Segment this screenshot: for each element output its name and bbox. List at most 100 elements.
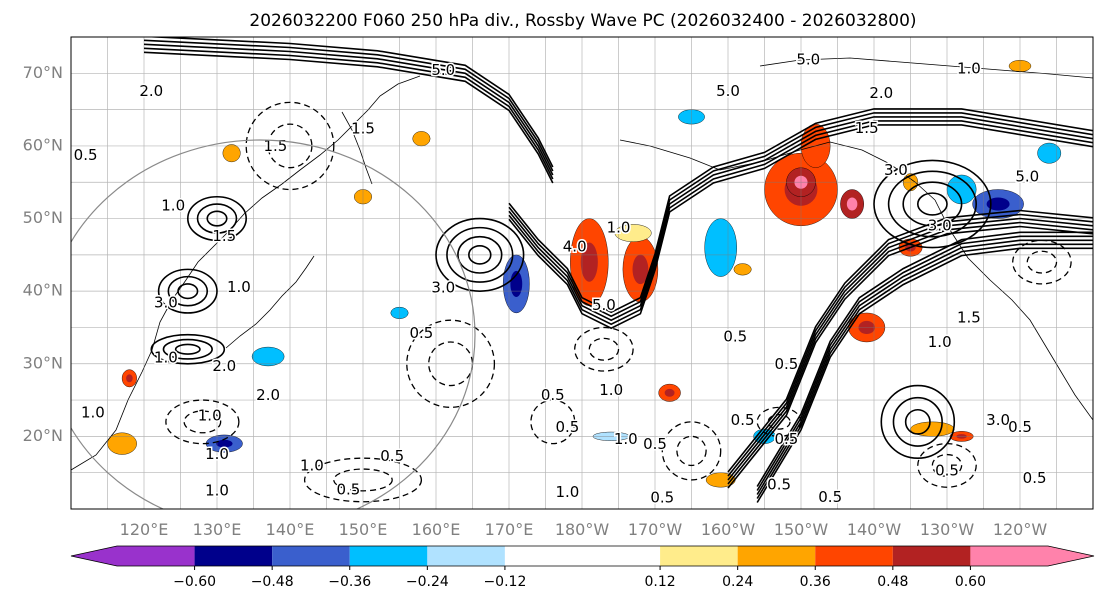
negative-contour [931,453,963,477]
contour-label: 1.0 [555,483,579,501]
negative-contour [183,410,222,434]
contour-label: 0.5 [380,447,404,465]
longitude-tick-label: 180°W [555,520,610,539]
contour-label: 0.5 [1023,469,1047,487]
contour-label: 0.5 [1008,418,1032,436]
latitude-tick-label: 50°N [23,208,63,227]
contour-label: 3.0 [884,161,908,179]
colorbar-bin [970,546,1048,566]
colorbar-extend-max [1048,546,1094,566]
colorbar-tick-label: 0.12 [644,574,675,590]
contour-label: 0.5 [767,476,791,494]
longitude-tick-label: 140°E [266,520,315,539]
positive-contour [917,192,948,216]
colorbar-tick-label: 0.48 [877,574,908,590]
colorbar-bin [504,546,661,566]
colorbar: −0.60 −0.48 −0.36 −0.24 −0.12 0.12 0.24 0.36 0.4… [70,545,1095,590]
contour-label: 3.0 [154,293,178,311]
contour-label: 5.0 [592,296,616,314]
positive-contour [446,226,514,283]
contour-label: 1.0 [957,59,981,77]
negative-contour [245,101,335,191]
divergence-shade-core [580,242,598,282]
contour-label: 1.0 [928,333,952,351]
colorbar-bin [737,546,816,566]
jet-contour-line [143,47,554,180]
divergence-shade-positive [107,432,137,455]
positive-contour [457,235,503,274]
divergence-shade-core [216,439,233,448]
contour-label: 0.5 [409,324,433,342]
contour-label: 1.5 [351,120,375,138]
colorbar-bin [660,546,738,566]
map-frame [70,36,1094,510]
latitude-tick-label: 30°N [23,353,63,372]
divergence-shade-core [632,254,649,285]
divergence-shade-positive [733,263,752,276]
contour-label: 1.5 [212,227,236,245]
positive-contour [177,283,199,300]
longitude-tick-label: 150°E [339,520,388,539]
contour-label: 0.5 [723,327,747,345]
divergence-shade-negative [704,218,737,277]
colorbar-tick-label: 0.36 [800,574,831,590]
contour-label: 0.5 [643,435,667,453]
colorbar-tick-label: −0.12 [483,574,526,590]
contour-label: 0.5 [541,386,565,404]
jet-contour-line [508,124,1093,330]
contour-label: 0.5 [818,488,842,506]
contour-label: 1.0 [205,481,229,499]
pc-contours [150,101,1072,503]
contour-label: 5.0 [796,51,820,69]
divergence-shade-core [664,388,675,397]
colorbar-extend-min [71,546,117,566]
contour-label: 2.0 [869,84,893,102]
lat-lon-gridlines [71,37,1093,509]
positive-contour [167,275,209,307]
region-outline-circle [71,139,476,509]
jet-contour-line [508,120,1093,326]
jet-contour-line [727,221,1093,485]
jet-contour-line [508,112,1093,318]
contour-label: 1.0 [198,407,222,425]
positive-contour [873,159,992,249]
contour-label: 2.0 [139,82,163,100]
chart-title: 2026032200 F060 250 hPa div., Rossby Wav… [249,11,916,31]
contour-label: 1.0 [161,197,185,215]
contour-label: 0.5 [74,146,98,164]
colorbar-tick-label: −0.36 [328,574,371,590]
contour-label: 1.0 [614,430,638,448]
contour-label: 5.0 [1015,168,1039,186]
positive-contour [468,244,492,265]
contour-label: 1.0 [599,381,623,399]
positive-contour [157,268,218,314]
longitude-tick-label: 150°W [774,520,829,539]
positive-contour [902,181,963,227]
negative-contour [303,457,423,503]
contour-label: 5.0 [716,82,740,100]
jet-contour-line [727,217,1093,481]
longitude-tick-label: 120°E [120,520,169,539]
colorbar-bin [194,546,273,566]
contour-label: 3.0 [986,411,1010,429]
negative-contour [165,399,240,445]
colorbar-tick-label: −0.48 [251,574,294,590]
contour-label: 3.0 [928,216,952,234]
negative-contour [1026,250,1058,274]
jet-contour-line [727,209,1093,473]
contour-label: 1.5 [855,119,879,137]
positive-contour [904,408,931,435]
contour-label: 1.0 [227,278,251,296]
positive-contour [174,343,201,355]
colorbar-bins [71,546,1094,566]
negative-contour [917,442,977,488]
contour-label: 0.5 [774,355,798,373]
positive-contour [892,396,943,447]
contour-label: 0.5 [555,418,579,436]
colorbar-bin [427,546,505,566]
divergence-shade-positive [614,224,652,242]
contour-label: 2.0 [256,386,280,404]
contour-label: 1.0 [607,218,631,236]
colorbar-bin [815,546,893,566]
